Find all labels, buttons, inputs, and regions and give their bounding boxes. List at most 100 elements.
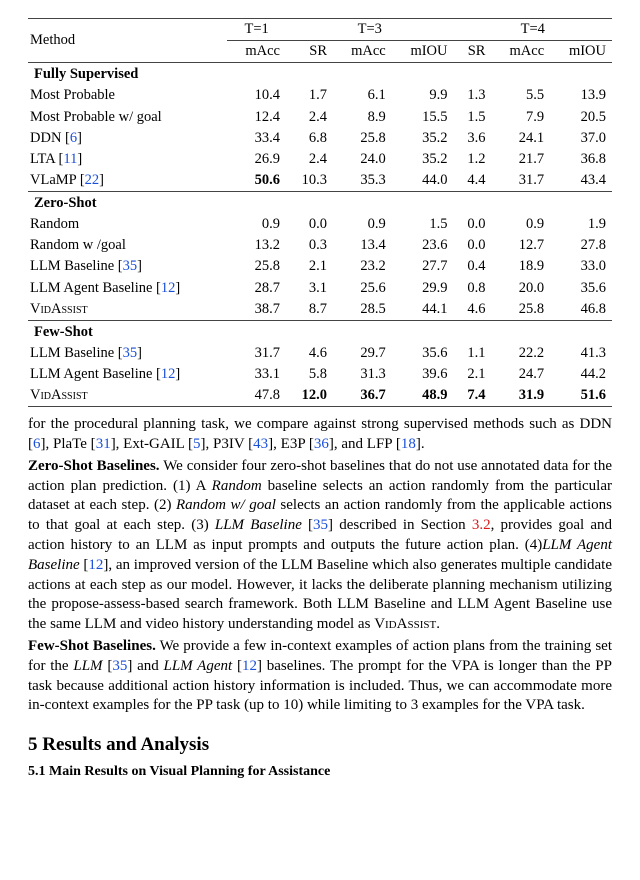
value-cell: 36.7	[333, 385, 392, 407]
ref-35[interactable]: 35	[123, 258, 138, 274]
table-row: Most Probable w/ goal12.42.48.915.51.57.…	[28, 107, 612, 128]
value-cell: 1.5	[454, 107, 492, 128]
value-cell: 15.5	[392, 107, 454, 128]
value-cell: 35.3	[333, 170, 392, 192]
col-method: Method	[28, 19, 227, 63]
value-cell: 38.7	[227, 299, 286, 321]
value-cell: 7.4	[454, 385, 492, 407]
value-cell: 33.4	[227, 128, 286, 149]
value-cell: 31.9	[491, 385, 550, 407]
ref-31[interactable]: 31	[96, 436, 111, 452]
value-cell: 13.2	[227, 235, 286, 256]
value-cell: 33.0	[550, 256, 612, 277]
value-cell: 13.9	[550, 85, 612, 106]
ref-11[interactable]: 11	[63, 151, 77, 167]
value-cell: 35.6	[550, 278, 612, 299]
value-cell: 0.3	[286, 235, 333, 256]
value-cell: 39.6	[392, 364, 454, 385]
value-cell: 51.6	[550, 385, 612, 407]
value-cell: 4.6	[454, 299, 492, 321]
ref-sec-3-2[interactable]: 3.2	[472, 517, 491, 533]
col-macc-1: mAcc	[227, 41, 286, 63]
value-cell: 0.0	[286, 214, 333, 235]
ref-35[interactable]: 35	[123, 345, 138, 361]
value-cell: 21.7	[491, 149, 550, 170]
value-cell: 5.8	[286, 364, 333, 385]
table-row: Random0.90.00.91.50.00.91.9	[28, 214, 612, 235]
ref-12[interactable]: 12	[161, 366, 176, 382]
value-cell: 41.3	[550, 343, 612, 364]
col-t1: T=1	[227, 19, 286, 41]
table-row: VidAssist47.812.036.748.97.431.951.6	[28, 385, 612, 407]
method-cell: DDN [6]	[28, 128, 227, 149]
value-cell: 50.6	[227, 170, 286, 192]
value-cell: 13.4	[333, 235, 392, 256]
ref-6[interactable]: 6	[70, 130, 77, 146]
value-cell: 24.0	[333, 149, 392, 170]
value-cell: 8.7	[286, 299, 333, 321]
value-cell: 0.9	[227, 214, 286, 235]
value-cell: 20.5	[550, 107, 612, 128]
value-cell: 12.4	[227, 107, 286, 128]
ref-12-b[interactable]: 12	[242, 658, 257, 674]
ref-18[interactable]: 18	[401, 436, 416, 452]
method-cell: LLM Agent Baseline [12]	[28, 364, 227, 385]
paragraph-zeroshot: Zero-Shot Baselines. We consider four ze…	[28, 457, 612, 635]
value-cell: 1.2	[454, 149, 492, 170]
col-t3: T=3	[286, 19, 454, 41]
ref-22[interactable]: 22	[85, 172, 100, 188]
value-cell: 2.1	[454, 364, 492, 385]
table-row: LTA [11]26.92.424.035.21.221.736.8	[28, 149, 612, 170]
value-cell: 10.3	[286, 170, 333, 192]
table-row: DDN [6]33.46.825.835.23.624.137.0	[28, 128, 612, 149]
value-cell: 6.1	[333, 85, 392, 106]
value-cell: 28.7	[227, 278, 286, 299]
col-miou-3: mIOU	[392, 41, 454, 63]
ref-43[interactable]: 43	[253, 436, 268, 452]
col-sr-4: SR	[454, 41, 492, 63]
table-row: LLM Baseline [35]25.82.123.227.70.418.93…	[28, 256, 612, 277]
value-cell: 25.8	[333, 128, 392, 149]
paragraph-supervised: for the procedural planning task, we com…	[28, 415, 612, 455]
method-cell: Most Probable w/ goal	[28, 107, 227, 128]
table-row: LLM Agent Baseline [12]28.73.125.629.90.…	[28, 278, 612, 299]
value-cell: 3.6	[454, 128, 492, 149]
ref-6[interactable]: 6	[33, 436, 41, 452]
value-cell: 8.9	[333, 107, 392, 128]
value-cell: 29.7	[333, 343, 392, 364]
table-row: LLM Agent Baseline [12]33.15.831.339.62.…	[28, 364, 612, 385]
section-title: Few-Shot	[28, 320, 612, 343]
value-cell: 25.8	[227, 256, 286, 277]
method-cell: LLM Baseline [35]	[28, 256, 227, 277]
value-cell: 24.7	[491, 364, 550, 385]
value-cell: 31.7	[227, 343, 286, 364]
section-title: Zero-Shot	[28, 192, 612, 215]
paragraph-fewshot: Few-Shot Baselines. We provide a few in-…	[28, 637, 612, 716]
value-cell: 1.5	[392, 214, 454, 235]
value-cell: 1.9	[550, 214, 612, 235]
col-macc-3: mAcc	[333, 41, 392, 63]
ref-5[interactable]: 5	[193, 436, 201, 452]
value-cell: 12.0	[286, 385, 333, 407]
ref-35-b[interactable]: 35	[112, 658, 127, 674]
method-cell: VLaMP [22]	[28, 170, 227, 192]
value-cell: 23.2	[333, 256, 392, 277]
value-cell: 43.4	[550, 170, 612, 192]
value-cell: 44.2	[550, 364, 612, 385]
ref-36[interactable]: 36	[314, 436, 329, 452]
col-sr-3: SR	[286, 41, 333, 63]
value-cell: 35.6	[392, 343, 454, 364]
value-cell: 35.2	[392, 128, 454, 149]
value-cell: 25.8	[491, 299, 550, 321]
method-cell: LTA [11]	[28, 149, 227, 170]
table-row: Random w /goal13.20.313.423.60.012.727.8	[28, 235, 612, 256]
ref-12[interactable]: 12	[161, 280, 176, 296]
ref-35[interactable]: 35	[313, 517, 328, 533]
value-cell: 0.9	[491, 214, 550, 235]
col-miou-4: mIOU	[550, 41, 612, 63]
value-cell: 44.0	[392, 170, 454, 192]
ref-12[interactable]: 12	[88, 557, 103, 573]
value-cell: 1.1	[454, 343, 492, 364]
value-cell: 0.9	[333, 214, 392, 235]
value-cell: 37.0	[550, 128, 612, 149]
